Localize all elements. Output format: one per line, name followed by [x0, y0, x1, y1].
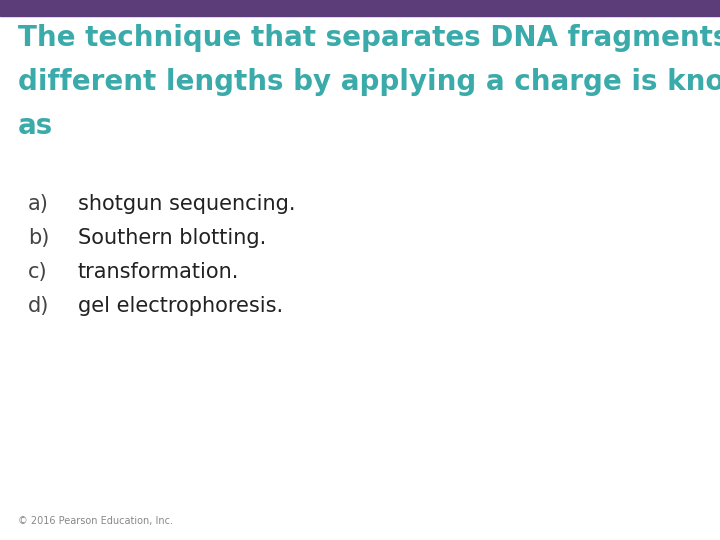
Text: transformation.: transformation. — [78, 262, 239, 282]
Text: as: as — [18, 112, 53, 140]
Text: gel electrophoresis.: gel electrophoresis. — [78, 296, 283, 316]
Text: Southern blotting.: Southern blotting. — [78, 228, 266, 248]
Text: different lengths by applying a charge is known: different lengths by applying a charge i… — [18, 68, 720, 96]
Bar — [0, 0, 720, 16]
Text: d): d) — [28, 296, 50, 316]
Text: a): a) — [28, 194, 49, 214]
Text: shotgun sequencing.: shotgun sequencing. — [78, 194, 295, 214]
Text: b): b) — [28, 228, 50, 248]
Text: The technique that separates DNA fragments of: The technique that separates DNA fragmen… — [18, 24, 720, 52]
Text: © 2016 Pearson Education, Inc.: © 2016 Pearson Education, Inc. — [18, 516, 173, 526]
Text: c): c) — [28, 262, 48, 282]
